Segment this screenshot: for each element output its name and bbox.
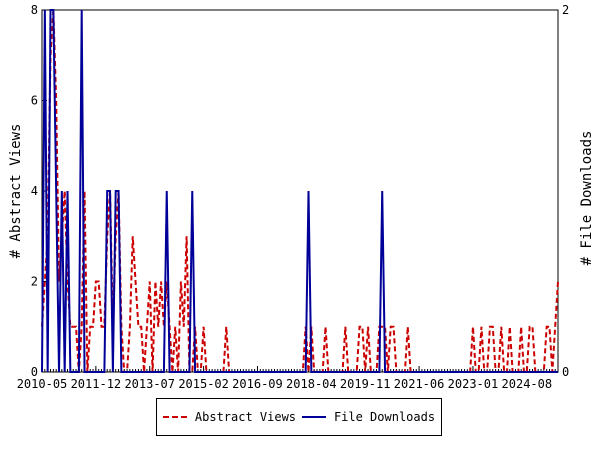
x-tick-label: 2011-12 [71,377,122,391]
y-left-tick-label: 2 [31,275,38,289]
legend-label-abstract-views: Abstract Views [194,410,297,424]
y-left-tick-label: 4 [31,184,38,198]
y-left-tick-label: 6 [31,94,38,108]
y-left-tick-label: 8 [31,3,38,17]
legend-swatch-file-downloads [301,416,326,418]
y-left-axis-title: # Abstract Views [8,124,24,259]
x-tick-label: 2010-05 [17,377,68,391]
x-tick-label: 2019-11 [340,377,391,391]
y-right-axis-title: # File Downloads [579,131,595,266]
legend-item-file-downloads: File Downloads [301,410,436,424]
x-tick-label: 2023-01 [448,377,499,391]
y-left-tick-label: 0 [31,365,38,379]
legend: Abstract Views File Downloads [156,398,442,436]
y-right-tick-label: 0 [562,365,569,379]
series-line-file-downloads [41,9,558,373]
x-tick-label: 2015-02 [178,377,229,391]
y-right-tick-label: 2 [562,3,569,17]
legend-label-file-downloads: File Downloads [333,410,436,424]
x-tick-label: 2021-06 [394,377,445,391]
plot-area [41,9,559,373]
legend-swatch-abstract-views [162,416,187,418]
x-tick-label: 2018-04 [286,377,337,391]
x-tick-label: 2016-09 [232,377,283,391]
legend-item-abstract-views: Abstract Views [162,410,297,424]
x-tick-label: 2024-08 [502,377,553,391]
x-tick-label: 2013-07 [124,377,175,391]
